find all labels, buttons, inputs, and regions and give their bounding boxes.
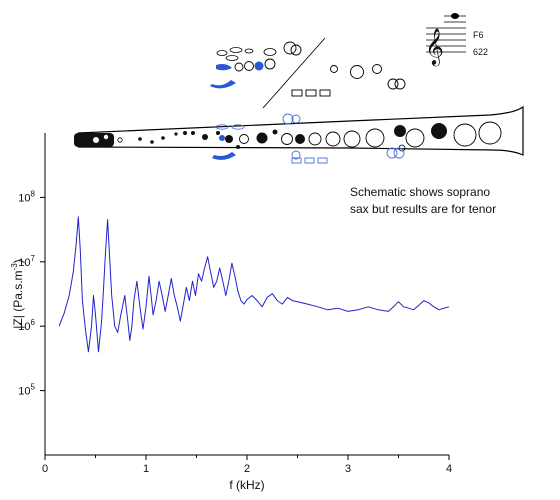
y-tick-label: 107	[18, 254, 35, 269]
key-diagram-part	[229, 47, 243, 53]
key-hole	[117, 137, 123, 143]
x-tick-label: 3	[345, 463, 351, 475]
key-hole	[272, 129, 278, 135]
key-diagram-part	[263, 48, 277, 56]
key-diagram-part	[244, 48, 254, 54]
y-tick-base: 10	[18, 257, 30, 269]
open-key-marker	[291, 150, 301, 160]
key-hole	[453, 123, 477, 147]
mouthpiece-hole	[93, 137, 99, 143]
saxophone-schematic	[74, 37, 524, 164]
key-diagram-part	[234, 62, 244, 72]
key-diagram-part	[283, 41, 297, 55]
key-diagram-divider	[262, 37, 326, 109]
x-axis-label: f (kHz)	[229, 478, 264, 492]
y-tick-label: 108	[18, 189, 35, 204]
key-hole	[478, 121, 502, 145]
open-key-marker	[291, 157, 302, 164]
key-diagram-part	[319, 89, 331, 97]
key-hole	[256, 132, 268, 144]
annotation-line-1: Schematic shows soprano	[350, 185, 490, 199]
key-hole	[150, 140, 154, 144]
key-diagram-part	[290, 44, 302, 56]
annotation-line-2: sax but results are for tenor	[350, 202, 496, 216]
sax-body-outline	[77, 105, 524, 156]
open-key-marker	[231, 124, 245, 130]
open-key-marker	[317, 157, 328, 164]
key-hole	[161, 136, 165, 140]
key-diagram-part	[350, 65, 364, 79]
key-diagram-part	[254, 61, 264, 71]
key-diagram-part	[330, 65, 338, 73]
key-hole	[281, 133, 293, 145]
key-hole	[295, 134, 305, 144]
y-axis-label-tail: )	[11, 259, 25, 263]
y-tick-label: 106	[18, 318, 35, 333]
impedance-spectrum-line	[58, 216, 450, 353]
key-hole	[343, 130, 361, 148]
y-tick-base: 10	[18, 386, 30, 398]
key-diagram-part	[216, 64, 232, 71]
open-key-marker	[215, 124, 229, 130]
key-hole	[225, 135, 233, 143]
key-hole	[216, 131, 220, 135]
y-tick-label: 105	[18, 383, 35, 398]
note-name: F6	[473, 30, 484, 40]
open-key-marker	[219, 135, 225, 141]
open-key-marker	[212, 152, 236, 160]
key-hole	[138, 137, 142, 141]
y-axis-label-main: |Z| (Pa.s.m	[11, 270, 25, 328]
note-frequency: 622	[473, 47, 488, 57]
y-tick-exponent: 8	[31, 189, 36, 198]
key-hole	[394, 125, 406, 137]
open-key-marker	[282, 113, 294, 125]
key-diagram-part	[372, 64, 382, 74]
open-key-marker	[304, 157, 315, 164]
key-diagram-part	[291, 89, 303, 97]
note-head	[451, 13, 459, 19]
mouthpiece-dot	[103, 134, 109, 140]
treble-clef-icon: 𝄞	[425, 28, 444, 66]
key-hole	[236, 145, 240, 149]
key-hole	[365, 128, 385, 148]
key-hole	[191, 131, 195, 135]
key-hole	[174, 132, 178, 136]
y-tick-exponent: 5	[31, 383, 36, 392]
key-diagram-part	[210, 80, 236, 89]
key-hole	[183, 131, 187, 135]
key-diagram-part	[264, 58, 276, 70]
key-diagram-part	[387, 78, 399, 90]
key-hole	[308, 132, 322, 146]
y-tick-base: 10	[18, 192, 30, 204]
open-key-marker	[386, 147, 398, 159]
key-hole	[431, 123, 447, 139]
x-ticks: 0 1 2 3 4	[42, 455, 452, 475]
open-key-marker	[393, 147, 405, 159]
key-hole	[239, 134, 249, 144]
key-diagram-part	[244, 61, 254, 71]
key-diagram-part	[305, 89, 317, 97]
y-axis-label-exponent: -3	[10, 263, 19, 271]
key-diagram-part	[394, 78, 406, 90]
y-tick-exponent: 7	[31, 254, 36, 263]
y-axis-label: |Z| (Pa.s.m-3)	[10, 259, 25, 328]
key-hole	[325, 131, 341, 147]
music-staff: 𝄞 F6 622	[425, 13, 488, 66]
x-tick-label: 0	[42, 463, 48, 475]
y-tick-base: 10	[18, 321, 30, 333]
x-tick-label: 2	[244, 463, 250, 475]
key-hole	[405, 128, 425, 148]
key-diagram-part	[225, 55, 239, 61]
x-tick-label: 1	[143, 463, 149, 475]
key-diagram-part	[216, 50, 228, 56]
open-key-marker	[291, 114, 301, 124]
y-tick-exponent: 6	[31, 318, 36, 327]
key-hole	[202, 134, 208, 140]
x-tick-label: 4	[446, 463, 452, 475]
